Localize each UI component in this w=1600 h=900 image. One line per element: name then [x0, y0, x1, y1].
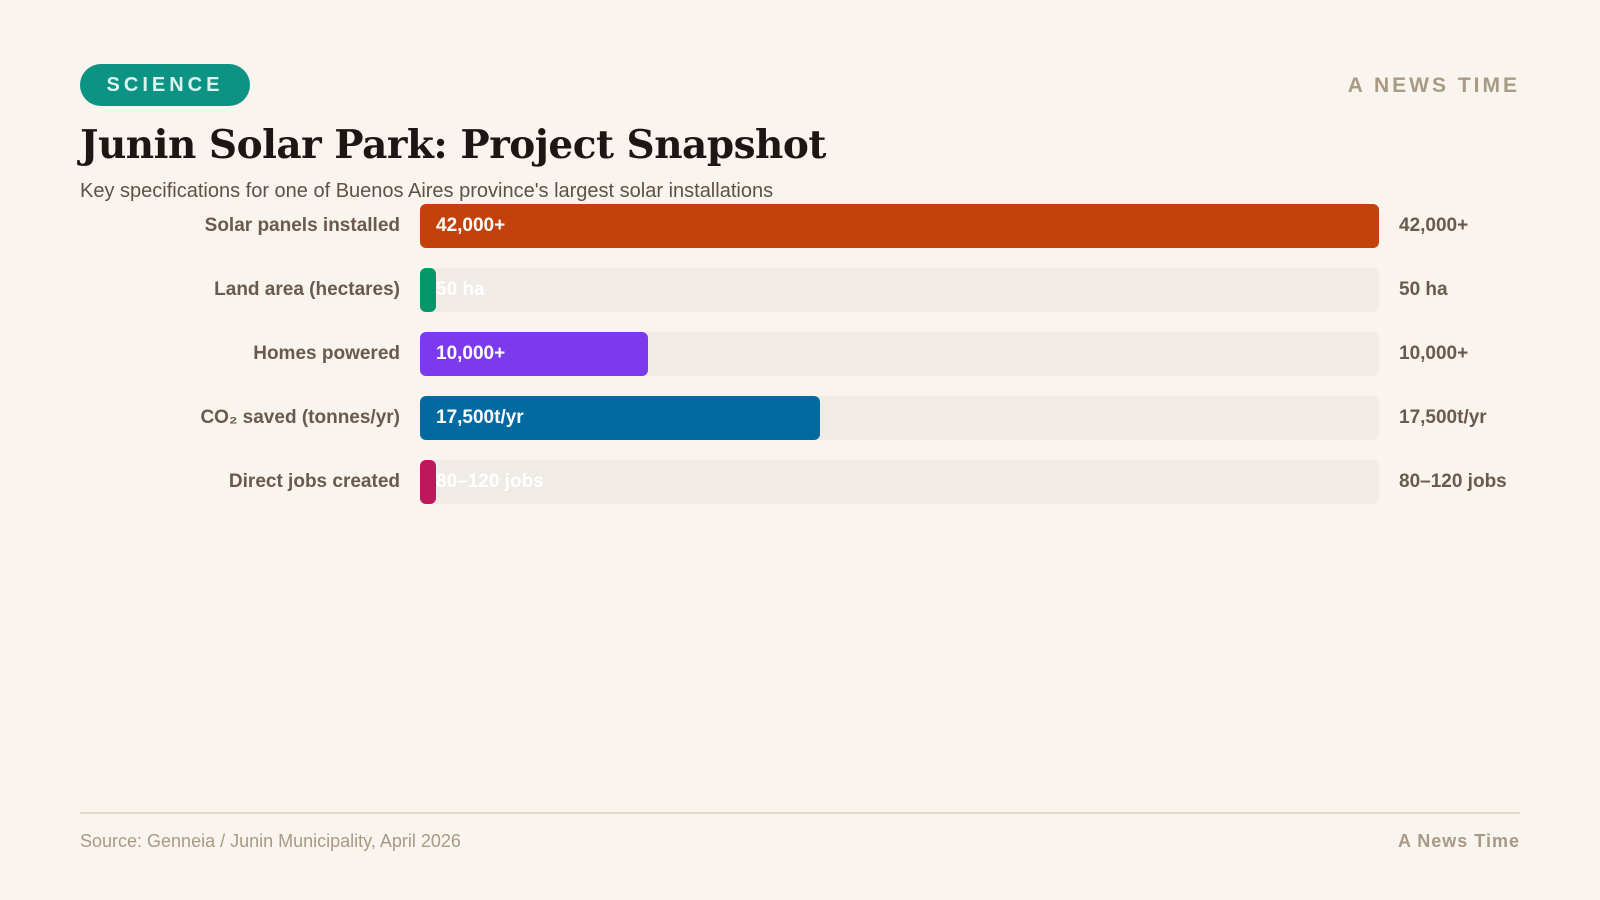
value-label: 17,500t/yr — [1399, 407, 1487, 428]
value-label: 80–120 jobs — [1399, 471, 1507, 492]
bar — [420, 396, 820, 440]
bar-row: Land area (hectares) 50 ha 50 ha — [0, 268, 1600, 312]
bar-row: Direct jobs created 80–120 jobs 80–120 j… — [0, 460, 1600, 504]
chart-subtitle: Key specifications for one of Buenos Air… — [80, 180, 774, 202]
bar-inner-label: 17,500t/yr — [436, 407, 524, 428]
value-label: 42,000+ — [1399, 215, 1469, 236]
category-tag: SCIENCE — [80, 64, 250, 106]
category-label: Homes powered — [253, 343, 400, 364]
bar-track: 17,500t/yr — [420, 396, 1379, 440]
value-label: 10,000+ — [1399, 343, 1469, 364]
bar — [420, 268, 436, 312]
category-label: Direct jobs created — [228, 471, 400, 492]
bar — [420, 460, 436, 504]
value-label: 50 ha — [1399, 279, 1448, 300]
bar-row: Homes powered 10,000+ 10,000+ — [0, 332, 1600, 376]
bar — [420, 332, 649, 376]
category-label: Land area (hectares) — [214, 279, 400, 300]
bar-track: 10,000+ — [420, 332, 1379, 376]
bar-inner-label: 10,000+ — [436, 343, 506, 364]
bar-track: 80–120 jobs — [420, 460, 1379, 504]
bar-inner-label: 80–120 jobs — [436, 471, 544, 492]
brand-logo: A NEWS TIME — [1347, 74, 1520, 97]
source-note: Source: Genneia / Junin Municipality, Ap… — [80, 831, 461, 851]
bar-track: 50 ha — [420, 268, 1379, 312]
bar-inner-label: 50 ha — [436, 279, 485, 300]
footer-brand: A News Time — [1397, 831, 1520, 851]
bar — [420, 204, 1379, 248]
bar-row: Solar panels installed 42,000+ 42,000+ — [0, 204, 1600, 248]
bar-row: CO₂ saved (tonnes/yr) 17,500t/yr 17,500t… — [0, 396, 1600, 440]
category-label: CO₂ saved (tonnes/yr) — [200, 407, 400, 428]
category-label: Solar panels installed — [204, 215, 400, 236]
chart-title: Junin Solar Park: Project Snapshot — [80, 122, 826, 168]
bar-track: 42,000+ — [420, 204, 1379, 248]
bar-inner-label: 42,000+ — [436, 215, 506, 236]
footer-divider — [80, 812, 1520, 814]
